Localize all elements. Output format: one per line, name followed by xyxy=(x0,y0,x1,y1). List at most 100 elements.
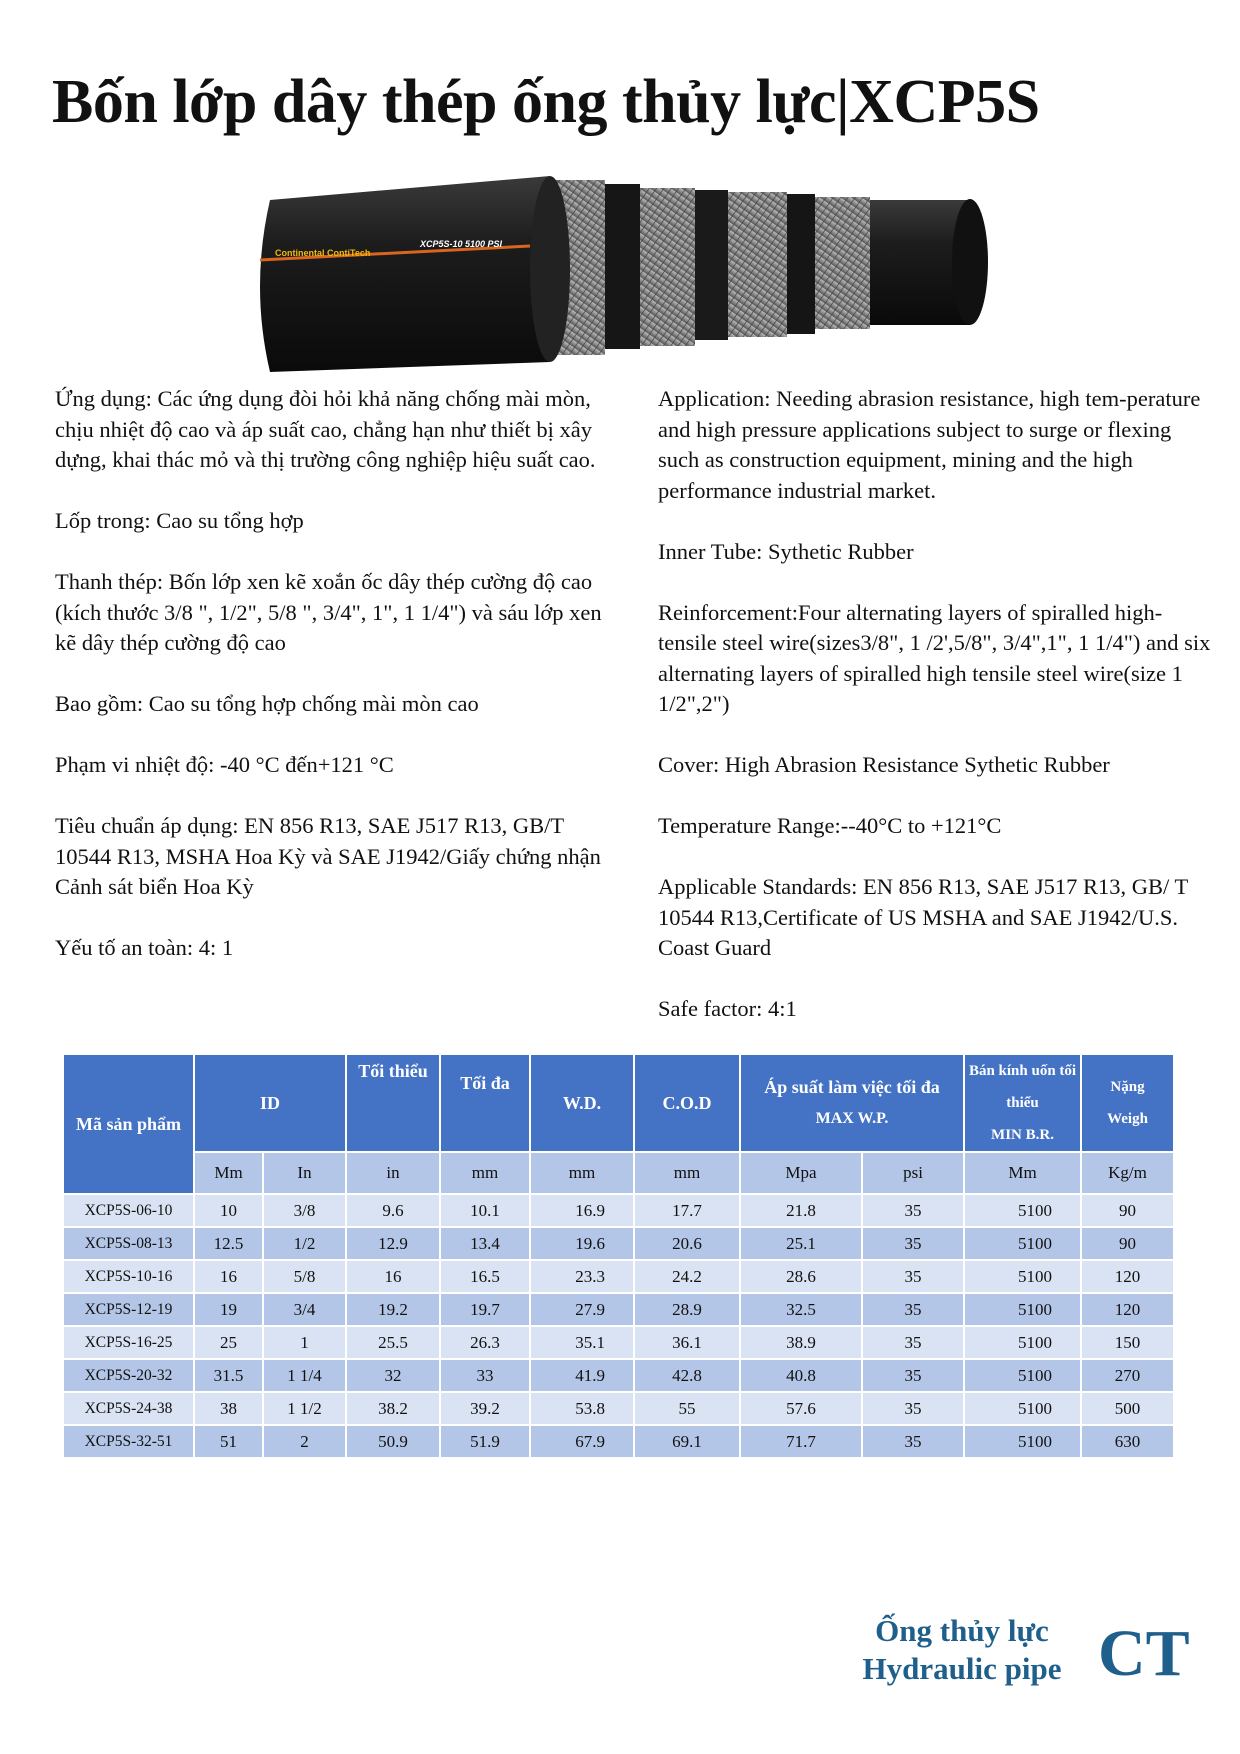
table-cell: 28.6 xyxy=(739,1259,864,1294)
en-standards: Applicable Standards: EN 856 R13, SAE J5… xyxy=(658,874,1188,960)
vi-cover: Bao gồm: Cao su tổng hợp chống mài mòn c… xyxy=(55,691,479,716)
table-cell: 35 xyxy=(861,1424,966,1459)
table-cell: 120 xyxy=(1080,1259,1176,1294)
table-cell: 9.6 xyxy=(345,1193,442,1228)
table-cell: 5100 xyxy=(963,1358,1083,1393)
table-cell: 150 xyxy=(1080,1325,1176,1360)
table-cell: 5100 xyxy=(963,1226,1083,1261)
table-cell: 5100 xyxy=(963,1424,1083,1459)
table-cell: 35 xyxy=(861,1391,966,1426)
table-cell: 57.6 xyxy=(739,1391,864,1426)
table-cell: 1 1/2 xyxy=(261,1391,348,1426)
table-cell: 51.9 xyxy=(439,1424,532,1459)
table-cell: 16.5 xyxy=(439,1259,532,1294)
header-min-br: Bán kính uốn tối thiểu MIN B.R. xyxy=(963,1053,1083,1153)
table-row: XCP5S-32-51 51 2 50.9 51.9 67.9 69.1 71.7 35 5100… xyxy=(62,1424,1176,1459)
table-cell: 13.4 xyxy=(439,1226,532,1261)
table-cell: 2 xyxy=(261,1424,348,1459)
table-cell: 38 xyxy=(193,1391,264,1426)
table-cell: 19.6 xyxy=(529,1226,636,1261)
table-cell: 41.9 xyxy=(529,1358,636,1393)
table-cell: 3/4 xyxy=(261,1292,348,1327)
table-cell: 38.2 xyxy=(345,1391,442,1426)
table-cell: 5100 xyxy=(963,1391,1083,1426)
header-weight-en: Weigh xyxy=(1107,1111,1148,1127)
table-cell: 40.8 xyxy=(739,1358,864,1393)
en-reinforcement: Reinforcement:Four alternating layers of… xyxy=(658,599,1211,717)
header-min-br-en: MIN B.R. xyxy=(991,1127,1054,1143)
table-cell: 31.5 xyxy=(193,1358,264,1393)
table-cell: 16.9 xyxy=(529,1193,636,1228)
table-cell: 55 xyxy=(633,1391,742,1426)
table-cell: 67.9 xyxy=(529,1424,636,1459)
table-cell: 39.2 xyxy=(439,1391,532,1426)
svg-text:Continental ContiTech: Continental ContiTech xyxy=(275,248,370,258)
hose-image: Continental ContiTech XCP5S-10 5100 PSI xyxy=(259,176,988,372)
header-id: ID xyxy=(192,1053,348,1153)
unit-cell: Mm xyxy=(963,1151,1083,1195)
table-cell: 24.2 xyxy=(633,1259,742,1294)
table-cell: 16 xyxy=(193,1259,264,1294)
table-cell: 5100 xyxy=(963,1259,1083,1294)
table-cell: 32 xyxy=(345,1358,442,1393)
table-row: XCP5S-08-13 12.5 1/2 12.9 13.4 19.6 20.6 25.1 35… xyxy=(62,1226,1176,1261)
table-cell: 35 xyxy=(861,1193,966,1228)
svg-text:XCP5S-10 5100 PSI: XCP5S-10 5100 PSI xyxy=(419,239,503,249)
header-min-br-vi: Bán kính uốn tối thiểu xyxy=(968,1063,1077,1111)
table-row: XCP5S-12-19 19 3/4 19.2 19.7 27.9 28.9 32.5 35 51… xyxy=(62,1292,1176,1327)
table-cell: 1 xyxy=(261,1325,348,1360)
en-temperature: Temperature Range:--40°C to +121°C xyxy=(658,813,1002,838)
vi-standards: Tiêu chuẩn áp dụng: EN 856 R13, SAE J517… xyxy=(55,813,601,899)
unit-cell: In xyxy=(261,1151,348,1195)
header-code: Mã sản phẩm xyxy=(62,1053,195,1195)
product-code-cell: XCP5S-20-32 xyxy=(62,1358,195,1393)
table-cell: 27.9 xyxy=(529,1292,636,1327)
table-cell: 90 xyxy=(1080,1193,1176,1228)
header-max-wp: Áp suất làm việc tối đa MAX W.P. xyxy=(739,1053,966,1153)
table-cell: 38.9 xyxy=(739,1325,864,1360)
table-cell: 32.5 xyxy=(739,1292,864,1327)
header-wd: W.D. xyxy=(529,1053,636,1153)
table-cell: 42.8 xyxy=(633,1358,742,1393)
table-cell: 3/8 xyxy=(261,1193,348,1228)
table-cell: 35 xyxy=(861,1358,966,1393)
table-cell: 35 xyxy=(861,1226,966,1261)
unit-cell: mm xyxy=(529,1151,636,1195)
vi-application: Ứng dụng: Các ứng dụng đòi hỏi khả năng … xyxy=(55,386,596,472)
table-cell: 25.5 xyxy=(345,1325,442,1360)
table-cell: 35 xyxy=(861,1259,966,1294)
header-weight-vi: Nặng xyxy=(1110,1079,1145,1095)
table-cell: 35.1 xyxy=(529,1325,636,1360)
table-row: XCP5S-16-25 25 1 25.5 26.3 35.1 36.1 38.9 35 5100… xyxy=(62,1325,1176,1360)
table-cell: 5100 xyxy=(963,1193,1083,1228)
table-cell: 12.9 xyxy=(345,1226,442,1261)
en-inner-tube: Inner Tube: Sythetic Rubber xyxy=(658,538,914,564)
ct-logo: CT xyxy=(1098,1617,1190,1690)
unit-cell: mm xyxy=(633,1151,742,1195)
table-cell: 5100 xyxy=(963,1292,1083,1327)
product-code-cell: XCP5S-10-16 xyxy=(62,1259,195,1294)
footer-line-en: Hydraulic pipe xyxy=(862,1651,1062,1686)
table-cell: 26.3 xyxy=(439,1325,532,1360)
en-safety-factor: Safe factor: 4:1 xyxy=(658,996,797,1021)
table-cell: 270 xyxy=(1080,1358,1176,1393)
unit-cell: mm xyxy=(439,1151,532,1195)
header-cod: C.O.D xyxy=(633,1053,742,1153)
table-cell: 1 1/4 xyxy=(261,1358,348,1393)
table-row: XCP5S-06-10 10 3/8 9.6 10.1 16.9 17.7 21.8 35 510… xyxy=(62,1193,1176,1228)
vi-temperature: Phạm vi nhiệt độ: -40 °C đến+121 °C xyxy=(55,752,394,777)
table-row: XCP5S-24-38 38 1 1/2 38.2 39.2 53.8 55 57.6 35 51… xyxy=(62,1391,1176,1426)
table-cell: 5100 xyxy=(963,1325,1083,1360)
vi-reinforcement: Thanh thép: Bốn lớp xen kẽ xoắn ốc dây t… xyxy=(55,569,602,655)
table-cell: 19.2 xyxy=(345,1292,442,1327)
table-cell: 10 xyxy=(193,1193,264,1228)
header-max-wp-vi: Áp suất làm việc tối đa xyxy=(764,1077,940,1097)
header-max-wp-en: MAX W.P. xyxy=(815,1110,889,1127)
product-code-cell: XCP5S-32-51 xyxy=(62,1424,195,1459)
table-cell: 53.8 xyxy=(529,1391,636,1426)
table-cell: 17.7 xyxy=(633,1193,742,1228)
vietnamese-specs: Ứng dụng: Các ứng dụng đòi hỏi khả năng … xyxy=(55,384,615,994)
unit-cell: Mpa xyxy=(739,1151,864,1195)
product-code-cell: XCP5S-24-38 xyxy=(62,1391,195,1426)
footer-line-vi: Ống thủy lực xyxy=(875,1613,1049,1648)
